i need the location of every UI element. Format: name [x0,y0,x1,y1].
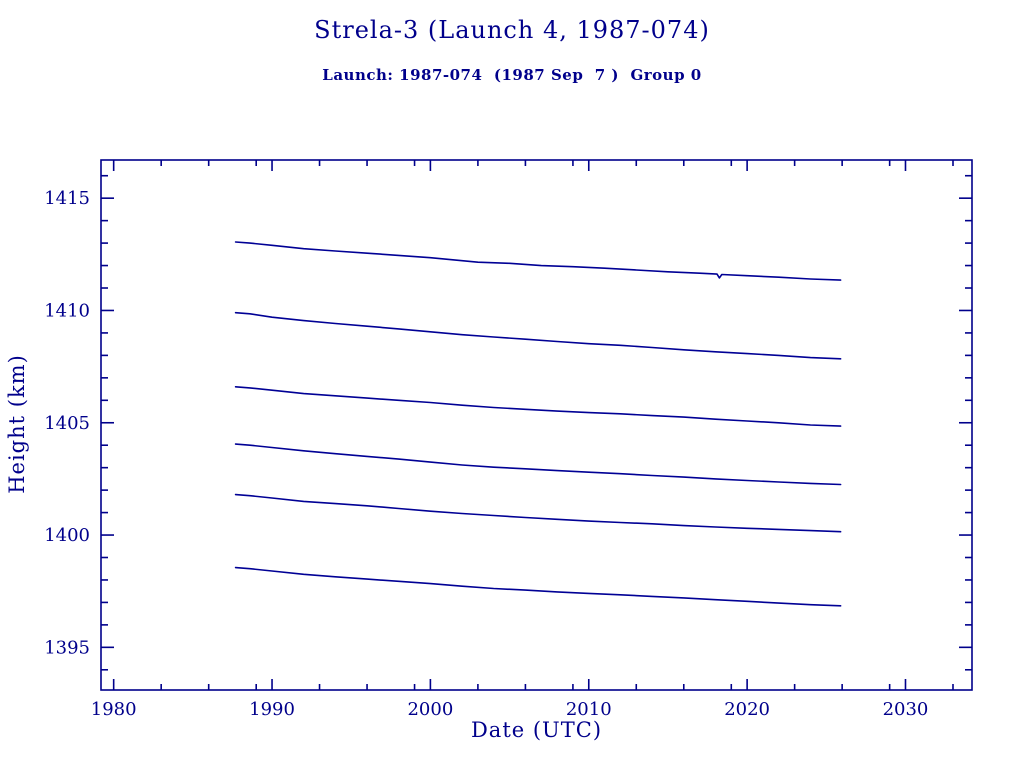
height-curve-series-5 [234,493,842,533]
y-tick-label: 1405 [44,413,90,434]
x-tick-label: 2030 [883,699,929,720]
x-tick-label: 2010 [566,699,612,720]
x-axis-label: Date (UTC) [470,718,603,742]
x-tick-label: 2020 [724,699,770,720]
chart-subtitle: Launch: 1987-074 (1987 Sep 7 ) Group 0 [322,66,702,84]
y-tick-label: 1395 [44,637,90,658]
height-curve-series-1 [234,241,842,281]
x-tick-label: 2000 [407,699,453,720]
y-tick-label: 1400 [44,525,90,546]
height-curve-series-3 [234,385,842,427]
plot-box [100,159,973,691]
height-curve-series-2 [234,311,842,360]
y-tick-label: 1415 [44,188,90,209]
x-tick-label: 1990 [249,699,295,720]
x-tick-label: 1980 [91,699,137,720]
height-curve-series-4 [234,443,842,486]
chart-title: Strela-3 (Launch 4, 1987-074) [314,16,710,44]
height-curve-series-6 [234,566,842,607]
y-axis-label: Height (km) [5,354,29,494]
y-tick-label: 1410 [44,300,90,321]
